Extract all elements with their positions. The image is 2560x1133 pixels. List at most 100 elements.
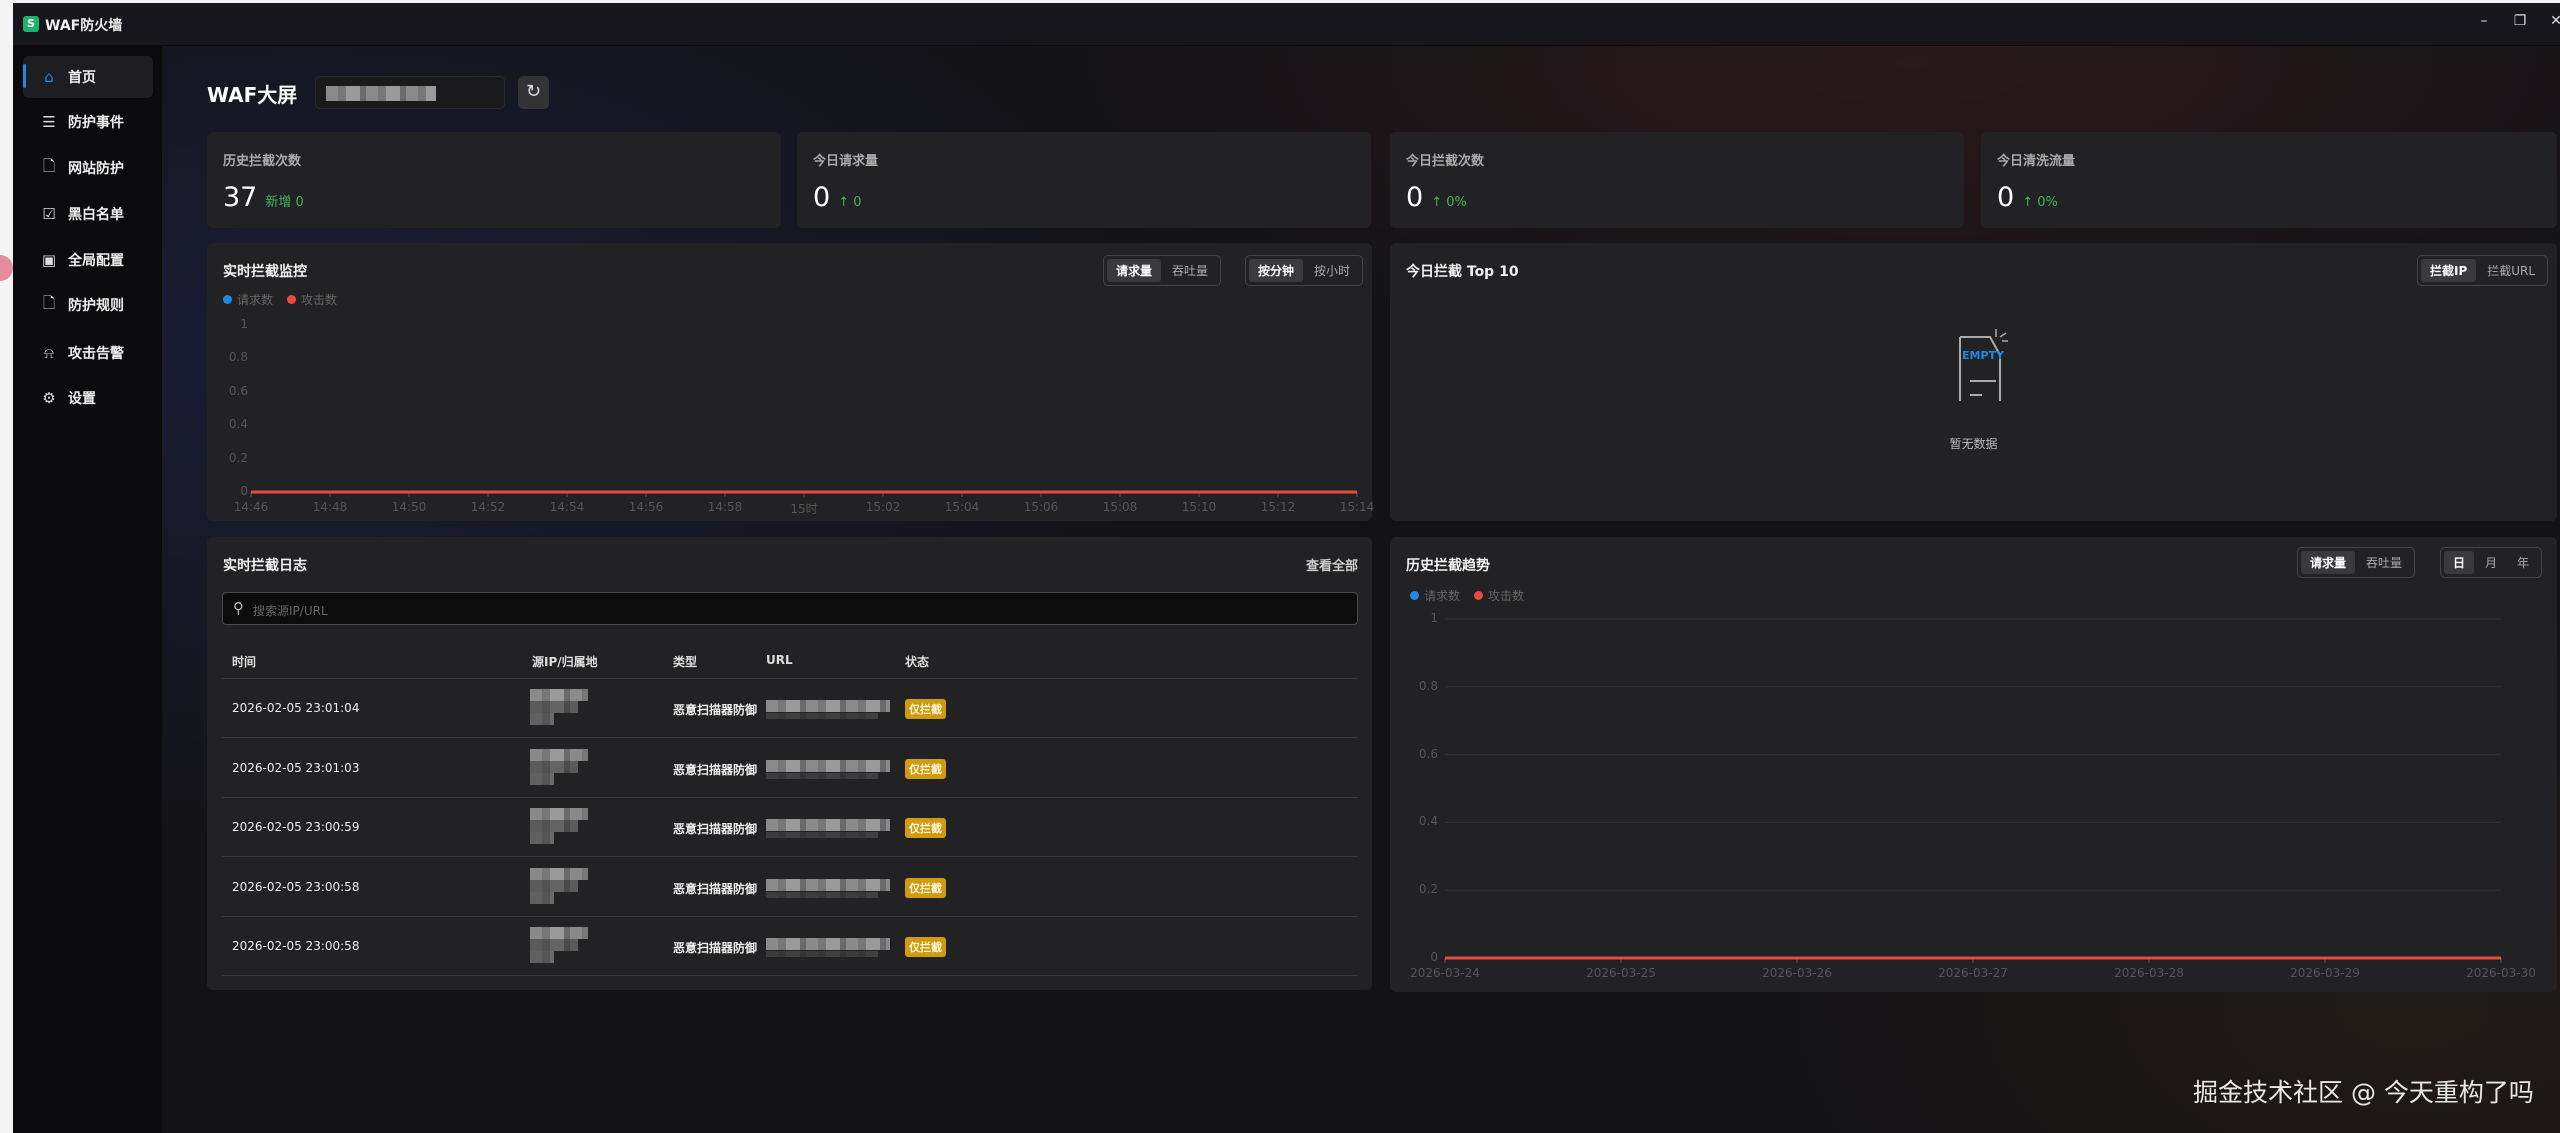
tab-requests[interactable]: 请求量 [1107, 259, 1162, 282]
sidebar-item-label: 防护规则 [68, 298, 124, 314]
sidebar-item-7[interactable]: ⚙ 设置 [23, 377, 153, 419]
redacted-ip [530, 879, 578, 892]
row-type: 恶意扫描器防御 [673, 881, 758, 896]
redacted-url [766, 713, 878, 719]
legend-attack[interactable]: 攻击数 [1474, 587, 1524, 604]
search-icon: ⚲ [233, 599, 244, 617]
column-header: 源IP/归属地 [532, 655, 598, 669]
sidebar-item-1[interactable]: ☰ 防护事件 [23, 101, 153, 143]
tab-blocked-ip[interactable]: 拦截IP [2421, 259, 2477, 282]
empty-label: EMPTY [1962, 349, 2004, 362]
stat-value: 37 [223, 182, 258, 213]
sidebar-item-5[interactable]: 🗋 防护规则 [23, 284, 153, 326]
x-tick-label: 15时 [790, 502, 818, 516]
sidebar: ⌂ 首页 ☰ 防护事件 🗋 网站防护 ☑ 黑白名单 ▣ 全局配置 🗋 防护规则 ⍾ 攻击告警 ⚙ 设置 [13, 46, 162, 1133]
redacted-ip [530, 808, 588, 820]
legend-request[interactable]: 请求数 [223, 291, 273, 308]
sidebar-item-label: 设置 [68, 391, 96, 407]
tab-by-hour[interactable]: 按小时 [1314, 264, 1351, 278]
tab-throughput[interactable]: 吞吐量 [1172, 264, 1209, 278]
x-tick-label: 15:08 [1102, 500, 1138, 514]
x-tick-label: 14:50 [391, 500, 427, 514]
redacted-location [530, 713, 554, 725]
chart-svg [250, 490, 1358, 497]
sidebar-item-label: 首页 [68, 70, 96, 86]
table-row[interactable]: 2026-02-05 23:00:58 恶意扫描器防御 仅拦截 [222, 858, 1358, 917]
x-tick-label: 15:04 [944, 500, 980, 514]
status-badge: 仅拦截 [905, 818, 946, 838]
history-trend-panel: 历史拦截趋势 请求量 吞吐量 日 月 年 请求数 攻击数 [1390, 537, 2557, 992]
tab-day[interactable]: 日 [2444, 551, 2475, 574]
tab-month[interactable]: 月 [2485, 556, 2498, 570]
row-type: 恶意扫描器防御 [673, 762, 758, 777]
column-header: 类型 [673, 655, 698, 669]
tab-by-minute[interactable]: 按分钟 [1249, 259, 1304, 282]
y-tick-label: 0.4 [228, 417, 248, 432]
x-tick-label: 15:12 [1260, 500, 1296, 514]
status-badge: 仅拦截 [905, 699, 946, 719]
divider [222, 737, 1358, 738]
stat-delta: ↑ 0% [1431, 195, 1467, 210]
x-tick-label: 14:46 [233, 500, 269, 514]
tab-blocked-url[interactable]: 拦截URL [2487, 264, 2536, 278]
legend-attack[interactable]: 攻击数 [287, 291, 337, 308]
file-rule-icon: 🗋 [42, 293, 56, 312]
site-selector[interactable] [315, 76, 505, 109]
divider [222, 796, 1358, 798]
stat-label: 今日清洗流量 [1997, 154, 2076, 169]
y-tick-label: 0.2 [228, 450, 248, 465]
refresh-button[interactable]: ↻ [518, 76, 549, 109]
sidebar-item-2[interactable]: 🗋 网站防护 [23, 147, 153, 189]
y-tick-label: 1 [240, 317, 248, 331]
close-button[interactable]: ✕ [2550, 13, 2560, 29]
redacted-location [530, 891, 554, 904]
table-row[interactable]: 2026-02-05 23:01:04 恶意扫描器防御 仅拦截 [222, 679, 1358, 738]
redacted-url [766, 772, 878, 779]
maximize-button[interactable]: ❐ [2513, 13, 2527, 29]
tab-throughput[interactable]: 吞吐量 [2366, 556, 2403, 570]
row-time: 2026-02-05 23:00:58 [232, 939, 360, 953]
stat-label: 今日拦截次数 [1406, 154, 1485, 169]
search-input[interactable]: ⚲ 搜索源IP/URL [222, 592, 1358, 625]
status-badge: 仅拦截 [905, 937, 946, 957]
x-tick-label: 15:02 [865, 500, 901, 514]
tab-year[interactable]: 年 [2517, 556, 2530, 570]
x-tick-label: 14:58 [707, 500, 743, 514]
row-type: 恶意扫描器防御 [673, 703, 758, 717]
title-bar: S WAF防火墙 – ❐ ✕ [13, 3, 2560, 46]
table-row[interactable]: 2026-02-05 23:01:03 恶意扫描器防御 仅拦截 [222, 739, 1358, 798]
tab-requests[interactable]: 请求量 [2301, 551, 2356, 574]
top10-tabs: 拦截IP 拦截URL [2417, 255, 2549, 286]
minimize-button[interactable]: – [2480, 13, 2488, 29]
list-icon: ☰ [42, 113, 56, 131]
realtime-title: 实时拦截监控 [223, 264, 307, 280]
sidebar-item-4[interactable]: ▣ 全局配置 [23, 239, 153, 281]
floating-assistant-icon[interactable] [0, 255, 13, 281]
column-header: 时间 [232, 655, 257, 669]
x-tick-label: 2026-03-30 [2466, 966, 2536, 980]
stat-delta: ↑ 0 [838, 195, 862, 210]
redacted-ip [530, 939, 578, 951]
chart-legend: 请求数 攻击数 [1410, 587, 1524, 604]
sidebar-item-3[interactable]: ☑ 黑白名单 [23, 193, 153, 235]
table-row[interactable]: 2026-02-05 23:00:58 恶意扫描器防御 仅拦截 [222, 917, 1358, 976]
x-tick-label: 2026-03-27 [1938, 966, 2008, 980]
redacted-url [766, 819, 890, 831]
sidebar-item-label: 网站防护 [68, 161, 124, 177]
search-placeholder: 搜索源IP/URL [253, 604, 328, 618]
stat-delta: ↑ 0% [2022, 195, 2058, 210]
divider [222, 856, 1358, 857]
history-metric-tabs: 请求量 吞吐量 [2297, 547, 2416, 578]
redacted-location [530, 772, 554, 785]
watermark: 掘金技术社区 @ 今天重构了吗 [2193, 1078, 2534, 1107]
view-all-link[interactable]: 查看全部 [1305, 559, 1358, 574]
redacted-location [530, 951, 554, 963]
realtime-log-panel: 实时拦截日志 查看全部 ⚲ 搜索源IP/URL 时间 源IP/归属地 类型 URL 状态… [207, 537, 1372, 990]
table-row[interactable]: 2026-02-05 23:00:59 恶意扫描器防御 仅拦截 [222, 798, 1358, 857]
x-tick-label: 15:06 [1023, 500, 1059, 514]
status-badge: 仅拦截 [905, 877, 946, 898]
realtime-time-tabs: 按分钟 按小时 [1245, 255, 1364, 286]
legend-request[interactable]: 请求数 [1410, 587, 1460, 604]
sidebar-item-0[interactable]: ⌂ 首页 [23, 56, 153, 98]
sidebar-item-6[interactable]: ⍾ 攻击告警 [23, 332, 153, 374]
